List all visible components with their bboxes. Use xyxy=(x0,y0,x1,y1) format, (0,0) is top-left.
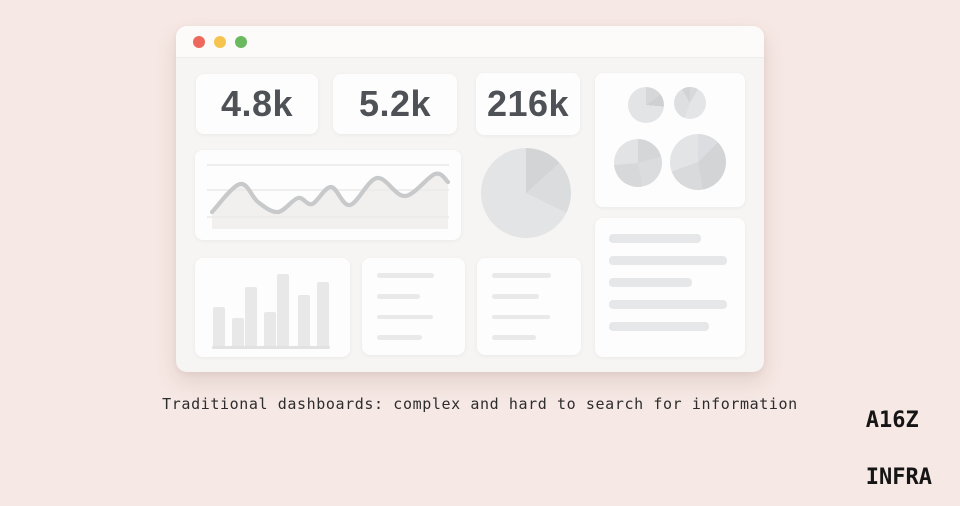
bar xyxy=(232,318,244,346)
skeleton-text-line xyxy=(492,273,552,278)
logo-line-1: A16Z xyxy=(865,408,919,433)
pie-multiples-card xyxy=(595,73,745,207)
kpi-card-3: 216k xyxy=(476,73,580,135)
traffic-light-zoom-button[interactable] xyxy=(235,35,247,48)
skeleton-text-line xyxy=(609,300,728,309)
text-list-card-1 xyxy=(362,258,465,355)
small-pie-chart-4 xyxy=(670,134,726,190)
figure-caption: Traditional dashboards: complex and hard… xyxy=(162,395,798,413)
bar xyxy=(213,307,225,346)
skeleton-text-line xyxy=(609,234,701,243)
line-chart-card xyxy=(195,150,461,240)
logo-line-2: INFRA xyxy=(865,465,932,490)
text-list-card-2 xyxy=(477,258,581,355)
skeleton-text-line xyxy=(609,322,710,331)
bar-chart xyxy=(195,258,350,357)
bar-chart-card xyxy=(195,258,350,357)
title-bar[interactable] xyxy=(176,26,764,58)
skeleton-text-line xyxy=(377,273,434,278)
skeleton-text-line xyxy=(377,314,434,320)
kpi-card-1: 4.8k xyxy=(196,74,318,134)
line-chart xyxy=(207,164,451,229)
bar xyxy=(264,312,276,346)
kpi-value-2: 5.2k xyxy=(358,83,432,124)
skeleton-text-line xyxy=(377,293,421,299)
skeleton-text-line xyxy=(492,293,539,299)
main-pie-chart xyxy=(481,148,571,238)
small-pie-chart-2 xyxy=(674,87,706,119)
kpi-value-1: 4.8k xyxy=(220,83,294,124)
traffic-light-close-button[interactable] xyxy=(193,35,205,48)
bar-chart-baseline xyxy=(212,346,330,349)
skeleton-text-line xyxy=(609,278,692,287)
bar xyxy=(277,274,289,346)
skeleton-text-line xyxy=(492,335,537,340)
kpi-value-3: 216k xyxy=(486,83,570,124)
bar xyxy=(298,295,310,346)
small-pie-chart-3 xyxy=(614,139,662,187)
skeleton-text-line xyxy=(377,335,422,340)
skeleton-text-line xyxy=(492,314,551,320)
kpi-card-2: 5.2k xyxy=(333,74,457,134)
bar xyxy=(317,282,329,346)
a16z-infra-logo: A16Z INFRA xyxy=(866,373,932,506)
skeleton-text-line xyxy=(609,256,728,265)
small-pie-chart-1 xyxy=(628,87,664,123)
bar xyxy=(245,287,257,346)
browser-window: 4.8k 5.2k 216k xyxy=(176,26,764,372)
text-list-card-3 xyxy=(595,218,745,357)
traffic-light-minimize-button[interactable] xyxy=(214,35,226,48)
